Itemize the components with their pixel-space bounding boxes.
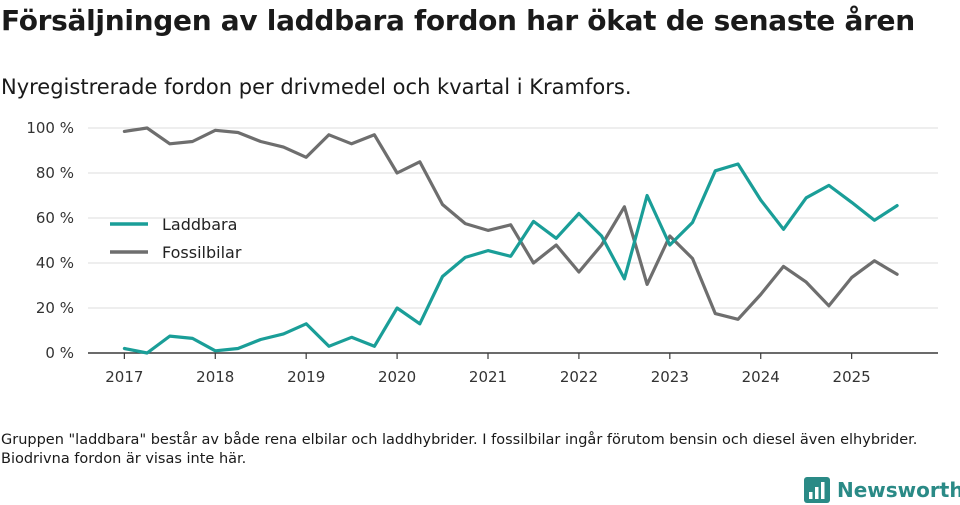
y-tick-label: 80 % [36, 164, 74, 182]
y-tick-label: 100 % [26, 119, 74, 137]
x-tick-label: 2021 [469, 368, 507, 386]
x-tick-label: 2018 [196, 368, 234, 386]
x-tick-label: 2017 [105, 368, 143, 386]
legend-label-fossilbilar: Fossilbilar [162, 243, 242, 262]
bar-chart-logo-icon [804, 477, 830, 503]
chart-title: Försäljningen av laddbara fordon har öka… [1, 4, 915, 37]
chart-subtitle: Nyregistrerade fordon per drivmedel och … [1, 75, 632, 99]
x-tick-label: 2022 [560, 368, 598, 386]
brand-name: Newsworthy [837, 478, 960, 502]
brand-logo: Newsworthy [804, 475, 960, 505]
footnote: Gruppen "laddbara" består av både rena e… [1, 432, 918, 467]
y-tick-label: 20 % [36, 299, 74, 317]
x-tick-label: 2020 [378, 368, 416, 386]
legend-label-laddbara: Laddbara [162, 215, 237, 234]
x-tick-label: 2024 [742, 368, 780, 386]
gridlines [88, 127, 938, 309]
y-tick-label: 40 % [36, 254, 74, 272]
series-line-fossilbilar [122, 126, 899, 321]
axes: 0 % 20 % 40 % 60 % 80 % 100 % 2017 2018 2019 2020… [26, 119, 938, 386]
line-chart: 0 % 20 % 40 % 60 % 80 % 100 % 2017 2018 2019 2020… [26, 119, 938, 386]
y-tick-label: 0 % [45, 344, 74, 362]
x-tick-label: 2019 [287, 368, 325, 386]
x-tick-label: 2025 [833, 368, 871, 386]
legend: Laddbara Fossilbilar [110, 215, 242, 262]
y-tick-label: 60 % [36, 209, 74, 227]
x-tick-label: 2023 [651, 368, 689, 386]
series-line-laddbara [122, 162, 899, 355]
series-lines [122, 126, 899, 355]
